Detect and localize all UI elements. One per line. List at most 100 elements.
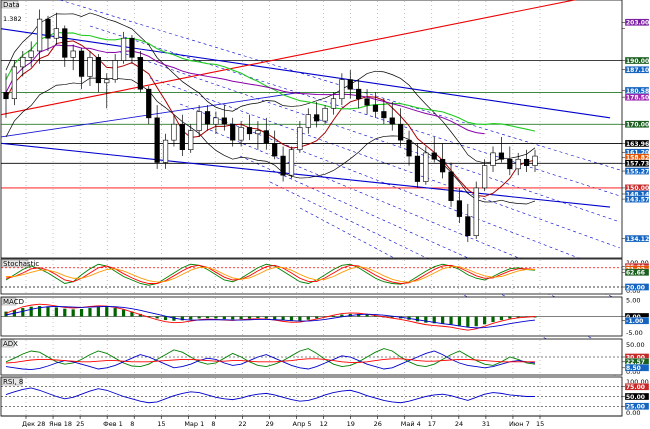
price-badge-text: 170.00 xyxy=(626,122,649,129)
price-badge-text: 190.00 xyxy=(626,58,649,65)
price-badge-text: 134.12 xyxy=(626,236,649,243)
candle xyxy=(246,127,253,135)
price-badge-text: 203.00 xyxy=(626,20,649,27)
macd-histogram-bar xyxy=(340,314,344,317)
candle xyxy=(532,155,538,166)
candle xyxy=(490,152,496,166)
candle xyxy=(188,130,194,151)
axis-label: 100.00 xyxy=(626,259,649,267)
macd-histogram-bar xyxy=(441,316,445,324)
x-tick-label: 24 xyxy=(455,420,463,428)
x-tick-label: 12 xyxy=(320,420,328,428)
macd-histogram-bar xyxy=(155,316,159,319)
x-tick-label: Мар 1 xyxy=(184,420,204,428)
axis-label: 0.00 xyxy=(626,287,640,295)
macd-histogram-bar xyxy=(96,307,100,317)
macd-histogram-bar xyxy=(189,316,193,320)
macd-histogram-bar xyxy=(163,316,168,321)
candle xyxy=(87,57,93,77)
panel-tab[interactable] xyxy=(1,377,23,386)
macd-histogram-bar xyxy=(432,316,436,324)
candle xyxy=(154,117,160,163)
axis-label: 100.00 xyxy=(626,378,649,386)
candle xyxy=(78,50,85,77)
price-badge-text: 150.00 xyxy=(626,185,649,192)
panel-frame xyxy=(0,0,623,259)
candle xyxy=(255,130,261,135)
macd-histogram-bar xyxy=(365,314,369,317)
macd-histogram-bar xyxy=(281,316,285,321)
macd-histogram-bar xyxy=(331,315,336,317)
channel-line-lower[interactable] xyxy=(0,142,611,208)
panel-rsi: RSI, 8 100.00 0.00 75.00 50.00 25.00 xyxy=(0,376,650,417)
candle xyxy=(230,123,236,141)
candle xyxy=(305,114,311,128)
candle xyxy=(53,28,59,39)
candle xyxy=(280,155,286,176)
candle xyxy=(523,158,530,166)
macd-histogram-bar xyxy=(239,316,243,320)
candle xyxy=(515,158,521,170)
macd-histogram-bar xyxy=(54,307,58,317)
bollinger-upper xyxy=(5,12,536,164)
price-badge-text: 180.58 xyxy=(626,88,649,95)
candle xyxy=(330,98,337,109)
moving-average-purple xyxy=(5,44,485,135)
x-tick-label: 19 xyxy=(347,420,355,428)
candle xyxy=(20,57,26,68)
axis-label: 0.00 xyxy=(626,368,640,376)
price-badge-text: 62.66 xyxy=(626,270,645,277)
price-badge-text: 75.00 xyxy=(626,384,645,391)
macd-histogram-bar xyxy=(373,315,378,317)
candle xyxy=(322,107,328,122)
candle xyxy=(221,117,227,125)
candle xyxy=(364,98,370,106)
candle xyxy=(498,152,505,160)
candle xyxy=(196,111,202,131)
macd-histogram-bar xyxy=(466,316,470,327)
panel-tab[interactable] xyxy=(1,0,19,9)
bollinger-lower xyxy=(5,77,536,205)
macd-histogram-bar xyxy=(214,316,218,319)
candle xyxy=(347,79,353,90)
macd-histogram-bar xyxy=(71,309,75,317)
panel-tab[interactable] xyxy=(1,297,17,306)
macd-histogram-bar xyxy=(315,316,319,319)
macd-histogram-bar xyxy=(46,306,50,317)
candle xyxy=(70,50,76,58)
macd-histogram-bar xyxy=(88,308,92,317)
candle xyxy=(272,143,278,157)
candle xyxy=(179,123,185,151)
macd-histogram-bar xyxy=(4,311,8,317)
macd-histogram-bar xyxy=(29,306,33,317)
price-badge-text: 163.96 xyxy=(626,141,649,148)
parallel-line xyxy=(59,0,621,171)
macd-histogram-bar xyxy=(172,316,176,321)
panel-tab-label: MACD xyxy=(3,298,24,306)
candle xyxy=(482,165,488,189)
macd-histogram-bar xyxy=(147,316,151,318)
candle xyxy=(162,139,169,163)
regression-line[interactable] xyxy=(0,0,622,116)
panel-tab[interactable] xyxy=(1,339,15,348)
x-tick-label: Май 4 xyxy=(401,420,421,428)
price-badge-text: 25.00 xyxy=(626,404,645,411)
rsi-line xyxy=(5,387,535,404)
macd-histogram-bar xyxy=(390,316,394,318)
moving-average-red xyxy=(5,40,536,197)
parallel-line xyxy=(149,77,621,249)
panel-tab[interactable] xyxy=(1,259,29,268)
channel-line-upper[interactable] xyxy=(0,28,611,119)
candle xyxy=(431,152,437,160)
x-tick-label: 8 xyxy=(211,420,215,428)
macd-histogram-bar xyxy=(508,316,512,319)
candle xyxy=(28,50,34,58)
macd-histogram-bar xyxy=(306,316,310,320)
macd-line xyxy=(5,305,536,329)
macd-histogram-bar xyxy=(516,316,520,318)
candle xyxy=(314,114,320,122)
price-badge-text: 161.20 xyxy=(626,150,649,157)
macd-histogram-bar xyxy=(231,316,235,320)
parallel-line xyxy=(209,129,621,301)
